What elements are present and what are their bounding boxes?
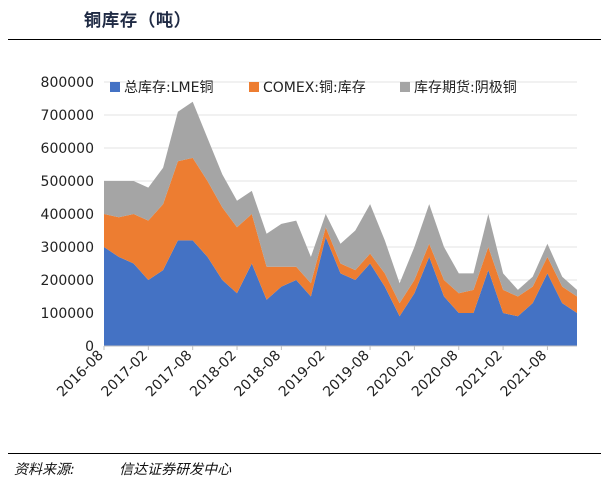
header-rule	[8, 39, 601, 40]
area-layers	[104, 101, 577, 346]
x-tick-label-0: 2016-08	[54, 348, 107, 401]
x-tick-label-6: 2019-08	[320, 348, 373, 401]
y-tick-label-7: 700000	[41, 108, 94, 124]
x-tick-label-8: 2020-08	[409, 348, 462, 401]
x-tick-label-4: 2018-08	[232, 348, 285, 401]
area-series-1	[104, 157, 577, 317]
y-tick-label-1: 100000	[41, 306, 94, 322]
source-label: 资料来源:	[14, 462, 75, 478]
y-tick-label-2: 200000	[41, 273, 94, 289]
y-tick-label-0: 0	[85, 339, 94, 355]
area-series-2	[104, 101, 577, 304]
legend-label-1: COMEX:铜:库存	[263, 80, 366, 96]
y-axis: 0 100000 200000 300000 400000 500000 600000 700…	[41, 75, 94, 355]
x-axis: 2016-082017-022017-082018-022018-082019-…	[54, 345, 577, 401]
x-tick-label-2: 2017-08	[143, 348, 196, 401]
legend-swatch-1	[249, 82, 259, 92]
footer-rule	[8, 453, 601, 454]
source-org: 信达证券研发中心	[119, 462, 232, 478]
legend-label-2: 库存期货:阴极铜	[414, 79, 517, 96]
y-tick-label-3: 300000	[41, 240, 94, 256]
source-note: 资料来源: 信达证券研发中心	[14, 459, 231, 479]
x-tick-label-7: 2020-02	[365, 348, 418, 401]
legend-label-0: 总库存:LME铜	[124, 80, 213, 96]
x-tick-label-1: 2017-02	[98, 348, 151, 401]
y-tick-label-6: 600000	[41, 141, 94, 157]
copper-inventory-chart: 0 100000 200000 300000 400000 500000 600000 700…	[41, 75, 577, 401]
x-tick-label-3: 2018-02	[187, 348, 240, 401]
legend-swatch-2	[400, 82, 410, 92]
x-tick-label-5: 2019-02	[276, 348, 329, 401]
y-tick-label-8: 800000	[41, 75, 94, 91]
legend: 总库存:LME铜 COMEX:铜:库存 库存期货:阴极铜	[110, 79, 517, 96]
legend-swatch-0	[110, 82, 120, 92]
x-tick-label-9: 2021-02	[453, 348, 506, 401]
page-title: 铜库存（吨）	[84, 11, 192, 31]
y-tick-label-5: 500000	[41, 174, 94, 190]
area-series-0	[104, 237, 577, 346]
x-tick-label-10: 2021-08	[498, 348, 551, 401]
y-tick-label-4: 400000	[41, 207, 94, 223]
